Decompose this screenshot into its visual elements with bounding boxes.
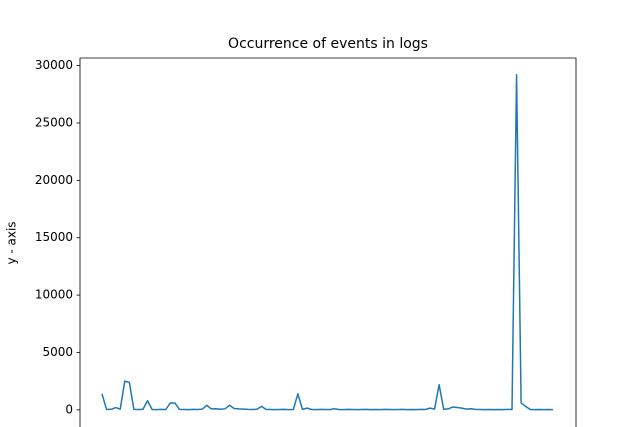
chart-title: Occurrence of events in logs — [228, 36, 428, 52]
y-tick-label: 0 — [65, 402, 73, 416]
y-axis-label: y - axis — [5, 221, 19, 264]
y-tick-label: 15000 — [35, 230, 73, 244]
y-tick-label: 10000 — [35, 288, 73, 302]
y-tick-label: 5000 — [42, 345, 73, 359]
data-line — [101, 74, 554, 411]
y-tick-label: 25000 — [35, 115, 73, 129]
y-tick-label: 30000 — [35, 58, 73, 72]
axes-frame — [79, 57, 577, 427]
y-tick-label: 20000 — [35, 173, 73, 187]
